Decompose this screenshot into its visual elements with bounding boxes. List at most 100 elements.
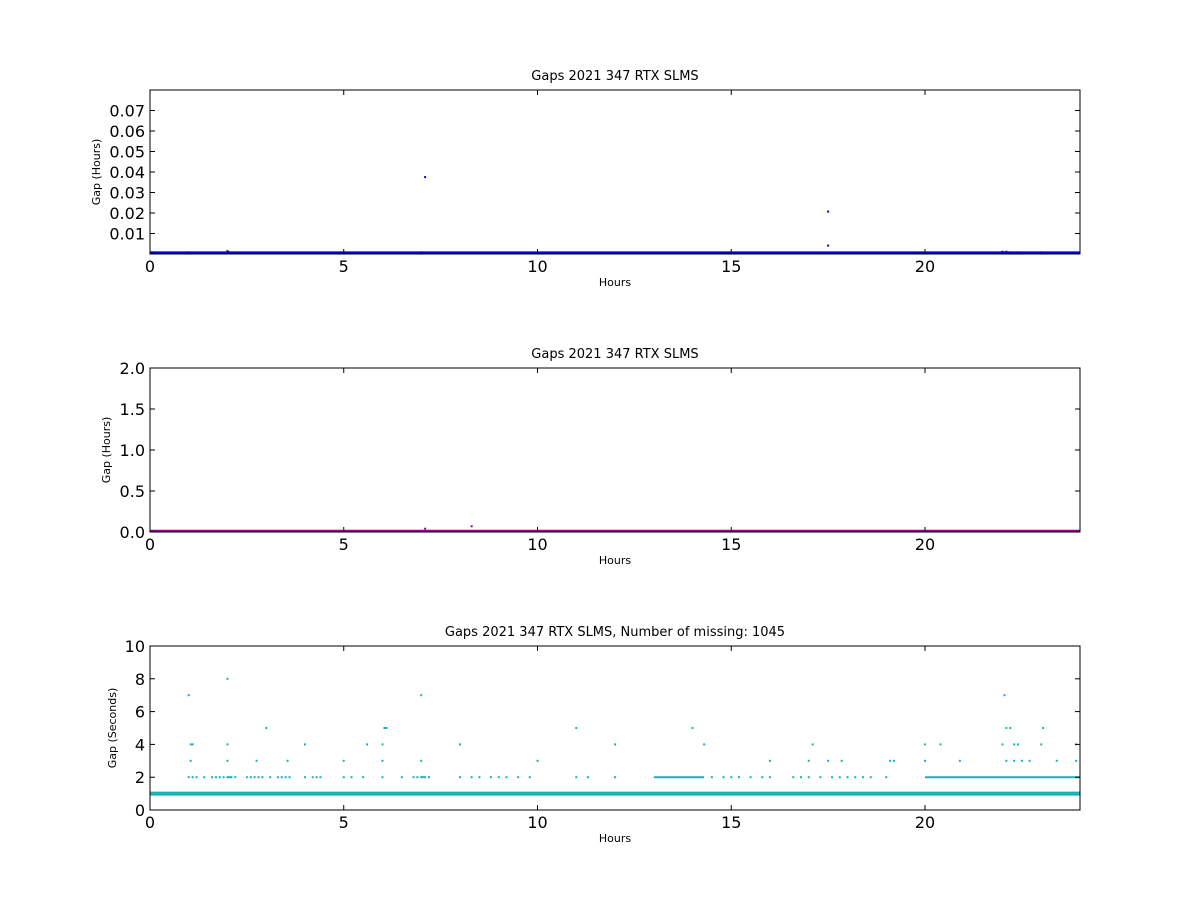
data-point	[381, 743, 384, 746]
data-point	[885, 776, 888, 779]
data-point	[807, 759, 810, 762]
data-point	[265, 251, 268, 254]
data-point	[280, 776, 283, 779]
data-point	[187, 776, 190, 779]
data-point	[191, 776, 194, 779]
x-axis-label: Hours	[599, 554, 631, 567]
data-point	[1028, 759, 1031, 762]
data-point	[1005, 250, 1008, 253]
data-point	[703, 251, 706, 254]
data-point	[304, 776, 306, 779]
data-point	[769, 776, 771, 779]
data-point	[187, 251, 190, 254]
data-point	[838, 776, 841, 779]
data-point	[1040, 251, 1043, 254]
chart-title: Gaps 2021 347 RTX SLMS	[531, 69, 698, 84]
y-tick-label: 0.02	[109, 204, 145, 223]
data-point	[893, 759, 895, 762]
data-point	[811, 743, 814, 746]
data-point	[1042, 727, 1045, 729]
data-point	[257, 776, 260, 779]
data-point	[342, 776, 345, 779]
data-point	[311, 776, 314, 779]
data-point	[420, 759, 423, 762]
data-point	[586, 776, 589, 779]
data-point	[203, 776, 206, 779]
data-point	[575, 251, 578, 254]
data-point	[807, 776, 810, 779]
y-tick-label: 2.0	[120, 359, 145, 378]
data-point	[366, 743, 368, 746]
data-point	[710, 776, 713, 779]
data-point	[284, 776, 287, 779]
data-point	[827, 759, 830, 762]
data-point	[253, 776, 256, 779]
data-point	[362, 776, 365, 779]
data-point	[420, 776, 423, 779]
data-point	[420, 694, 423, 697]
y-tick-label: 10	[125, 637, 145, 656]
data-point	[214, 776, 217, 779]
chart-panel-1: Gaps 2021 347 RTX SLMS Hours Gap (Hours) 0 5…	[90, 69, 1081, 289]
y-tick-label: 0.04	[109, 163, 145, 182]
data-point	[769, 759, 771, 762]
data-point	[412, 776, 415, 779]
data-point	[939, 743, 942, 746]
data-point	[424, 776, 427, 779]
y-tick-label: 4	[135, 735, 145, 754]
data-point	[924, 759, 926, 762]
x-tick-label: 10	[527, 535, 547, 554]
data-point	[862, 776, 864, 779]
x-tick-label: 0	[145, 813, 155, 832]
y-axis-label: Gap (Hours)	[100, 417, 113, 484]
data-point	[691, 251, 694, 254]
x-tick-label: 5	[339, 813, 349, 832]
data-point	[189, 759, 192, 762]
data-point	[730, 776, 733, 779]
data-point	[381, 776, 384, 779]
chart-panel-3: Gaps 2021 347 RTX SLMS, Number of missin…	[106, 625, 1081, 845]
data-point	[342, 759, 345, 762]
data-point	[1001, 250, 1004, 253]
y-tick-label: 1.0	[120, 441, 145, 460]
chart-title: Gaps 2021 347 RTX SLMS, Number of missin…	[445, 625, 785, 640]
data-point	[362, 251, 365, 254]
data-point	[1013, 743, 1016, 746]
data-point	[459, 743, 461, 746]
data-point	[459, 251, 461, 254]
data-point	[1055, 759, 1058, 762]
data-point	[226, 759, 229, 762]
y-tick-label: 0.5	[120, 482, 145, 501]
data-point	[575, 727, 578, 729]
y-tick-label: 6	[135, 703, 145, 722]
data-point	[211, 776, 213, 779]
data-point	[1040, 743, 1043, 746]
x-axis-label: Hours	[599, 832, 631, 845]
y-axis-label: Gap (Hours)	[90, 139, 103, 206]
data-point	[381, 759, 384, 762]
data-point	[703, 743, 706, 746]
x-tick-label: 20	[915, 813, 935, 832]
plot-area	[150, 525, 1080, 532]
data-point	[470, 525, 473, 528]
data-point	[428, 251, 430, 254]
data-point	[827, 244, 830, 247]
x-tick-label: 0	[145, 257, 155, 276]
plot-area	[150, 176, 1080, 254]
y-tick-label: 0.0	[120, 523, 145, 542]
data-point	[350, 776, 353, 779]
data-point	[1005, 727, 1008, 729]
data-point	[228, 251, 231, 254]
data-point	[288, 776, 291, 779]
data-point	[189, 251, 192, 254]
y-tick-label: 2	[135, 768, 145, 787]
y-tick-label: 0.01	[109, 225, 145, 244]
x-tick-label: 5	[339, 257, 349, 276]
plot-area	[150, 677, 1080, 796]
data-point	[1020, 759, 1023, 762]
data-point	[819, 776, 822, 779]
data-point	[1005, 759, 1008, 762]
data-point	[1003, 694, 1006, 697]
data-point	[497, 251, 500, 254]
